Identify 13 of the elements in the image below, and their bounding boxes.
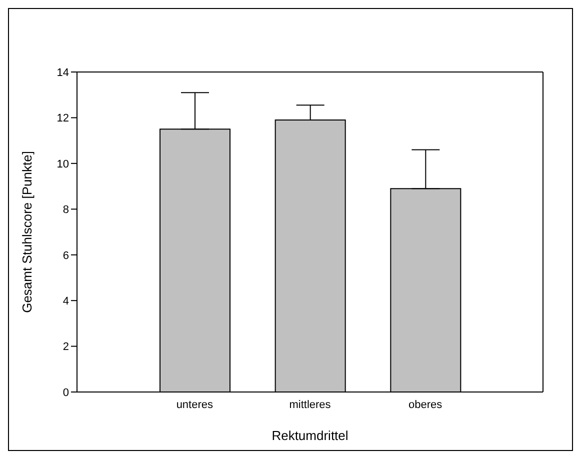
y-tick-label: 6: [62, 250, 69, 262]
y-tick-label: 4: [62, 295, 69, 308]
y-tick-label: 0: [62, 386, 69, 399]
y-axis-title: Gesamt Stuhlscore [Punkte]: [20, 151, 35, 313]
x-axis-title: Rektumdrittel: [272, 428, 348, 443]
x-tick-label: unteres: [176, 398, 214, 411]
x-tick-label: oberes: [408, 398, 443, 411]
y-tick-label: 2: [62, 341, 69, 354]
y-tick-label: 10: [56, 158, 69, 170]
y-tick-label: 12: [56, 112, 69, 125]
y-tick-label: 8: [62, 204, 69, 216]
x-tick-label: mittleres: [289, 398, 332, 411]
y-tick-label: 14: [56, 66, 69, 79]
